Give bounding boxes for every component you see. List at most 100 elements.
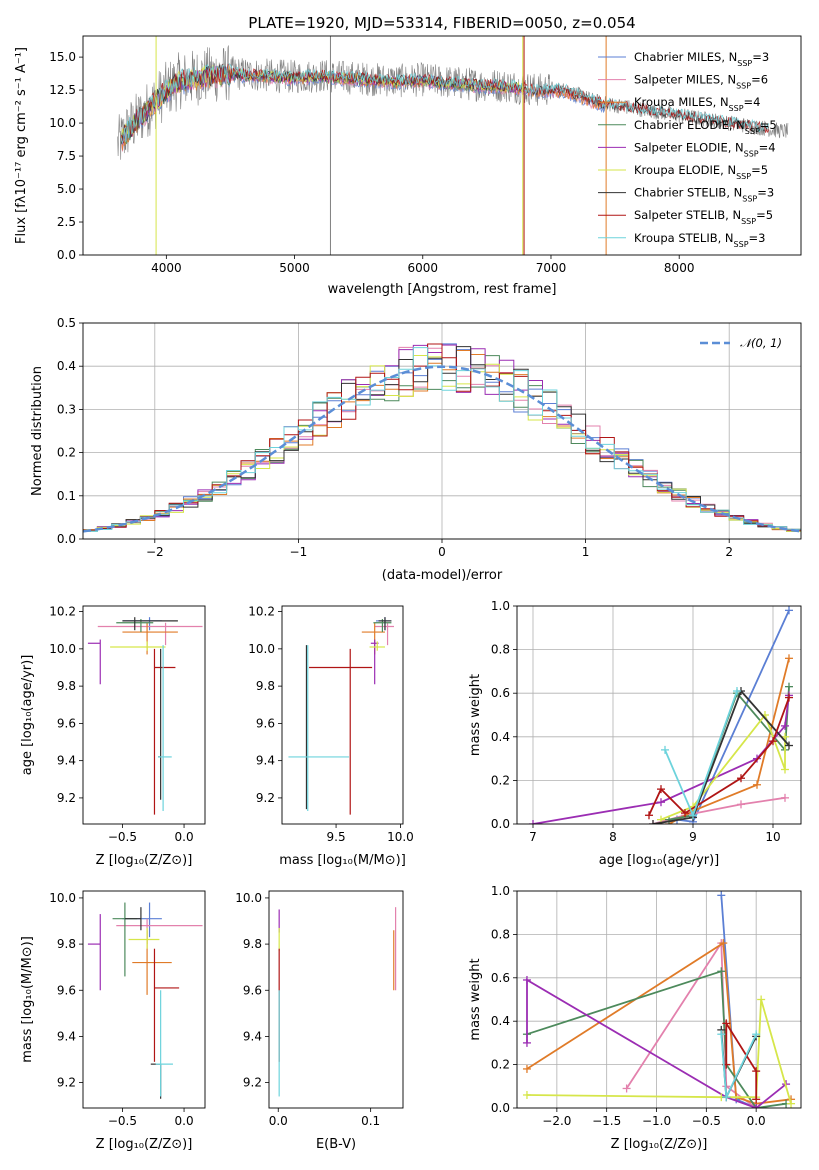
y-tick-label: 10.0 xyxy=(49,116,76,130)
y-tick-label: 0.8 xyxy=(491,927,510,941)
weight-marker xyxy=(752,1067,761,1076)
y-tick-label: 0.2 xyxy=(57,446,76,460)
y-tick-label: 1.0 xyxy=(491,884,510,898)
legend-label: Salpeter STELIB, NSSP=5 xyxy=(634,208,773,226)
errorbar-point xyxy=(153,648,176,815)
errorbar-point xyxy=(87,914,101,991)
legend-count: =5 xyxy=(756,208,773,222)
weight-line xyxy=(725,1020,758,1100)
y-tick-label: 0.6 xyxy=(491,686,510,700)
x-tick-label: 6000 xyxy=(407,261,438,275)
weight-marker xyxy=(522,1064,531,1073)
legend-count: =5 xyxy=(751,163,768,177)
axes-frame xyxy=(82,890,206,1109)
x-tick-label: 0.0 xyxy=(747,1114,766,1128)
spectrum-axes: 4000 5000 6000 7000 8000 0.0 2.5 5.0 7.5 10.0 12.5… xyxy=(49,35,802,275)
mass-vs-ebv-marks xyxy=(278,907,397,1097)
mass-vs-Z-xlabel: Z [log₁₀(Z/Z⊙)] xyxy=(96,1137,193,1152)
y-tick-label: 9.8 xyxy=(243,937,262,951)
weight-vs-Z-ticks: −2.0 −1.5 −1.0 −0.5 0.0 0.0 0.2 0.4 0.6 0.8 1.0 xyxy=(491,884,766,1128)
errorbar-point xyxy=(158,645,172,811)
y-tick-label: 10.2 xyxy=(49,605,76,619)
axes-frame xyxy=(268,890,404,1109)
errorbar-point xyxy=(374,622,394,646)
y-tick-label: 0.0 xyxy=(57,248,76,262)
legend-count: =3 xyxy=(749,231,766,245)
y-tick-label: 5.0 xyxy=(57,182,76,196)
legend-count: =6 xyxy=(751,73,768,87)
legend-subscript: SSP xyxy=(736,81,751,90)
legend-count: =4 xyxy=(759,140,776,154)
y-tick-label: 9.6 xyxy=(256,716,275,730)
weight-marker xyxy=(717,967,726,976)
errorbar-point xyxy=(97,622,203,646)
weight-marker xyxy=(722,1019,731,1028)
x-tick-label: 5000 xyxy=(279,261,310,275)
legend-label: Chabrier MILES, NSSP=3 xyxy=(634,50,769,68)
weight-marker xyxy=(752,1104,761,1108)
y-tick-label: 9.6 xyxy=(57,983,76,997)
legend-subscript: SSP xyxy=(745,126,760,135)
weight-marker xyxy=(785,654,793,663)
y-tick-label: 10.2 xyxy=(248,605,275,619)
age-vs-Z-ticks: −0.5 0.0 9.2 9.4 9.6 9.8 10.0 10.2 xyxy=(49,605,193,844)
y-tick-label: 15.0 xyxy=(49,50,76,64)
y-tick-label: 0.0 xyxy=(491,1101,510,1115)
y-tick-label: 9.2 xyxy=(57,791,76,805)
errorbar-point xyxy=(124,907,142,931)
axes-frame xyxy=(516,890,802,1109)
y-tick-label: 9.6 xyxy=(243,983,262,997)
y-tick-label: 0.2 xyxy=(491,1058,510,1072)
age-vs-mass-xlabel: mass [log₁₀(M/M⊙)] xyxy=(279,853,406,868)
x-tick-label: −2 xyxy=(146,545,164,559)
y-tick-label: 9.8 xyxy=(256,679,275,693)
weight-marker xyxy=(752,1095,761,1104)
gaussian-reference-line xyxy=(83,365,801,533)
y-tick-label: 9.4 xyxy=(57,754,76,768)
errorbar-point xyxy=(369,641,385,651)
errorbar-point xyxy=(122,617,178,631)
x-tick-label: −1.0 xyxy=(642,1114,671,1128)
legend-label: Kroupa ELODIE, NSSP=5 xyxy=(634,163,768,181)
spectrum-title: PLATE=1920, MJD=53314, FIBERID=0050, z=0… xyxy=(248,14,635,32)
weight-marker xyxy=(752,1030,761,1039)
y-tick-label: 0.6 xyxy=(491,971,510,985)
weight-marker xyxy=(522,1038,531,1047)
plots-layer: 4000 5000 6000 7000 80000.02.55.07.510.012.5… xyxy=(14,14,802,1152)
y-tick-label: 12.5 xyxy=(49,83,76,97)
spectrum-ticks: 4000 5000 6000 7000 8000 0.0 2.5 5.0 7.5 10.0 12.5… xyxy=(49,50,694,275)
weight-marker xyxy=(622,1084,631,1093)
y-tick-label: 9.8 xyxy=(57,679,76,693)
spectrum-marks xyxy=(117,36,789,255)
y-tick-label: 9.2 xyxy=(57,1076,76,1090)
age-vs-Z-axes: −0.5 0.0 9.2 9.4 9.6 9.8 10.0 10.2 xyxy=(49,605,206,844)
age-vs-Z-marks xyxy=(87,617,203,815)
axes-frame xyxy=(281,605,404,825)
y-tick-label: 0.1 xyxy=(57,489,76,503)
x-tick-label: 10 xyxy=(765,830,780,844)
errorbar-point xyxy=(128,927,160,949)
errorbar-point xyxy=(155,990,173,1097)
mass-vs-ebv-xlabel: E(B-V) xyxy=(316,1137,356,1152)
y-tick-label: 10.0 xyxy=(49,891,76,905)
x-tick-label: 10.0 xyxy=(387,830,414,844)
weight-marker xyxy=(781,721,789,730)
mass-vs-ebv-ticks: 0.0 0.1 9.2 9.4 9.6 9.8 10.0 xyxy=(235,891,380,1128)
model-spectrum-line xyxy=(121,63,770,144)
legend-label: 𝒩(0, 1) xyxy=(740,336,782,350)
mass-vs-ebv-axes: 0.0 0.1 9.2 9.4 9.6 9.8 10.0 xyxy=(235,890,404,1128)
weight-marker xyxy=(681,809,689,818)
y-tick-label: 0.0 xyxy=(57,532,76,546)
legend-subscript: SSP xyxy=(737,59,752,68)
axes-frame xyxy=(82,322,802,540)
legend-label: Salpeter MILES, NSSP=6 xyxy=(634,73,768,91)
age-vs-mass-axes: 9.5 10.0 9.2 9.4 9.6 9.8 10.0 10.2 xyxy=(248,605,414,844)
spectrum-ylabel: Flux [fλ10⁻¹⁷ erg cm⁻² s⁻¹ A⁻¹] xyxy=(14,47,29,244)
weight-marker xyxy=(522,1090,531,1099)
spectrum-legend: Chabrier MILES, NSSP=3 Salpeter MILES, NS… xyxy=(598,50,777,248)
legend-label: Kroupa STELIB, NSSP=3 xyxy=(634,231,765,249)
errorbar-point xyxy=(309,648,373,815)
weight-vs-Z-axes: −2.0 −1.5 −1.0 −0.5 0.0 0.0 0.2 0.4 0.6 0.8 1.0 xyxy=(491,884,802,1128)
residuals-axes: −2 −1 0 1 2 0.0 0.1 0.2 0.3 0.4 0.5 xyxy=(57,316,802,559)
x-tick-label: 8 xyxy=(609,830,617,844)
